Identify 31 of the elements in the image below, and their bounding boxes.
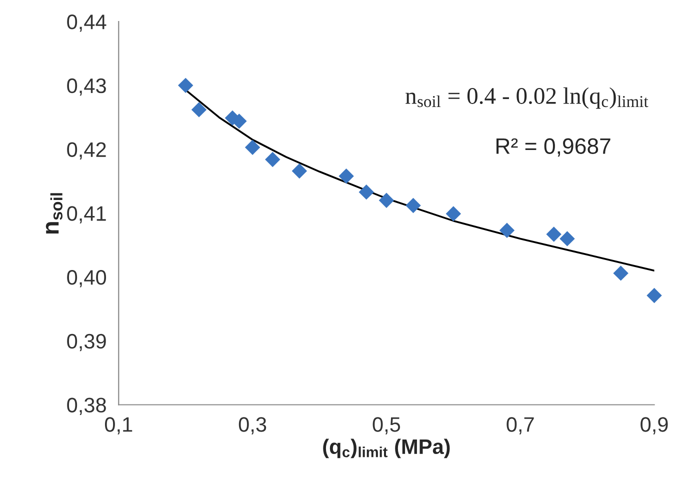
annotation: n$_{soil}$ = 0.4 - 0.02 ln(q$_{c}$)$_{limit}$ <box>406 87 648 109</box>
point <box>378 192 394 208</box>
y-tick-label: 0,39 <box>67 334 106 352</box>
y-axis-title: n$_{soil}$ <box>46 193 62 234</box>
x-tick-label: 0,9 <box>640 417 668 434</box>
x-axis-title: (q$_{c}$)$_{limit}$ (MPa) <box>323 438 450 458</box>
x-tick-label: 0,7 <box>506 417 534 434</box>
y-tick-label: 0,42 <box>67 142 106 160</box>
point <box>265 152 280 168</box>
x-tick-label: 0,5 <box>372 417 400 434</box>
point <box>546 226 562 242</box>
point <box>244 140 260 155</box>
point <box>560 231 575 246</box>
annotation: R² = 0,9687 <box>496 138 610 157</box>
point <box>613 266 628 281</box>
point <box>292 163 308 179</box>
point <box>646 288 662 304</box>
y-tick-label: 0,41 <box>67 206 106 224</box>
point <box>191 102 207 118</box>
point <box>446 206 462 222</box>
point <box>358 184 374 200</box>
point <box>338 168 354 184</box>
y-tick-label: 0,43 <box>67 78 106 96</box>
x-tick-label: 0,1 <box>104 417 132 434</box>
x-tick-label: 0,3 <box>238 417 266 434</box>
point <box>499 222 515 238</box>
y-tick-label: 0,38 <box>67 398 106 415</box>
y-tick-label: 0,40 <box>67 270 106 288</box>
y-tick-label: 0,44 <box>67 14 106 32</box>
point <box>178 78 194 94</box>
point <box>406 198 421 214</box>
